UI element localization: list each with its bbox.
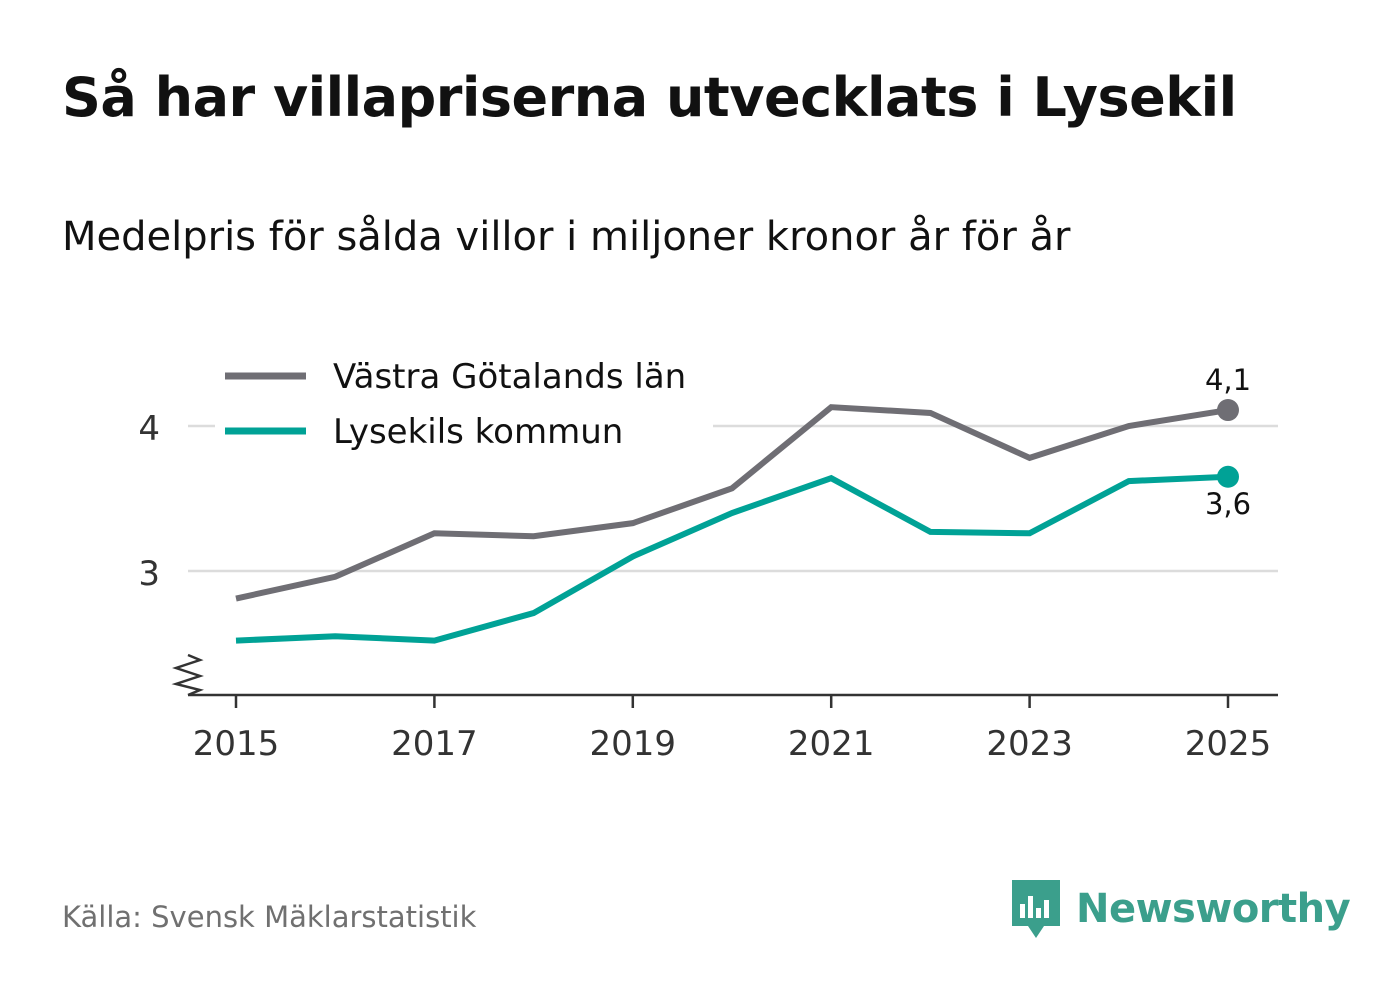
legend-label-0: Västra Götalands län: [333, 357, 686, 397]
series-line-1: [235, 473, 1229, 644]
brand: Newsworthy: [1010, 878, 1351, 940]
series-line-0: [235, 404, 1229, 602]
x-tick-label-2023: 2023: [986, 724, 1073, 764]
series-end-point-0: [1217, 399, 1239, 422]
series-end-label-1: 3,6: [1205, 487, 1251, 521]
newsworthy-logo-icon: [1012, 880, 1060, 938]
brand-name: Newsworthy: [1076, 886, 1351, 932]
x-tick-label-2019: 2019: [590, 724, 677, 764]
x-tick-label-2017: 2017: [391, 724, 478, 764]
series-end-point-1: [1217, 465, 1239, 488]
chart-subtitle: Medelpris för sålda villor i miljoner kr…: [62, 214, 1071, 260]
chart-title: Så har villapriserna utvecklats i Lyseki…: [62, 66, 1237, 129]
x-tick-label-2021: 2021: [788, 724, 875, 764]
legend-background: [215, 350, 713, 458]
legend-label-1: Lysekils kommun: [333, 412, 623, 452]
source-note: Källa: Svensk Mäklarstatistik: [62, 900, 477, 934]
axis-break-icon: [171, 653, 204, 697]
y-tick-label-4: 4: [138, 409, 160, 449]
x-tick-label-2015: 2015: [193, 724, 280, 764]
series-end-label-0: 4,1: [1205, 363, 1251, 397]
y-tick-label-3: 3: [138, 554, 160, 594]
x-tick-label-2025: 2025: [1185, 724, 1272, 764]
